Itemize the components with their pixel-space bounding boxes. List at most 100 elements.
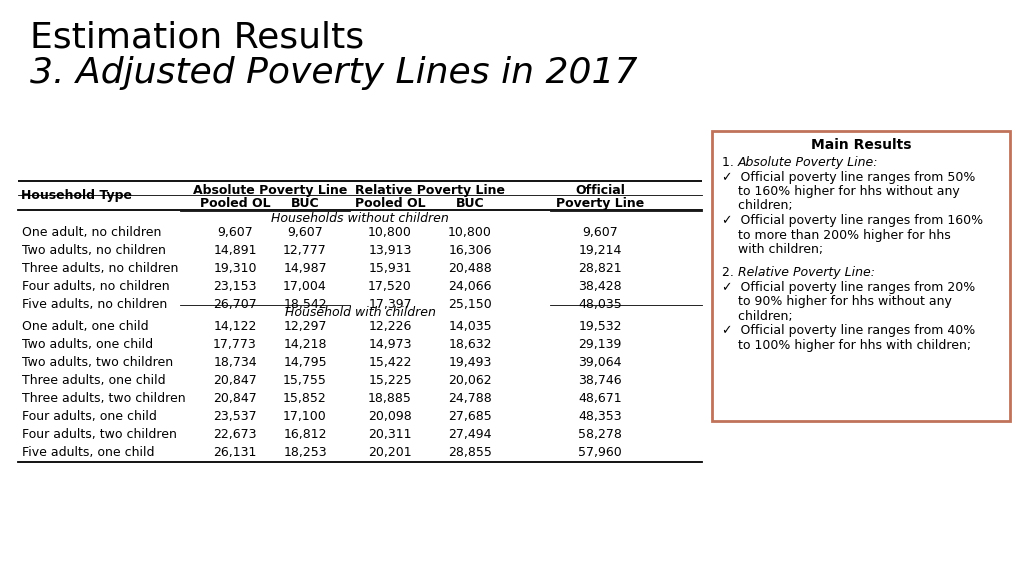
Text: 13,913: 13,913 [369, 244, 412, 257]
Text: Absolute Poverty Line: Absolute Poverty Line [193, 184, 347, 197]
Text: to 100% higher for hhs with children;: to 100% higher for hhs with children; [722, 339, 971, 352]
Text: 19,532: 19,532 [579, 320, 622, 333]
Text: One adult, no children: One adult, no children [22, 226, 162, 239]
Text: BUC: BUC [456, 197, 484, 210]
Text: 19,214: 19,214 [579, 244, 622, 257]
Text: 19,310: 19,310 [213, 262, 257, 275]
Text: 20,062: 20,062 [449, 374, 492, 387]
Text: 23,153: 23,153 [213, 280, 257, 293]
Text: with children;: with children; [722, 243, 823, 256]
Text: 9,607: 9,607 [582, 226, 617, 239]
Text: Main Results: Main Results [811, 138, 911, 152]
Text: Two adults, two children: Two adults, two children [22, 356, 173, 369]
Text: children;: children; [722, 310, 793, 323]
Text: 39,064: 39,064 [579, 356, 622, 369]
Text: 19,493: 19,493 [449, 356, 492, 369]
Text: 15,755: 15,755 [283, 374, 327, 387]
Text: 57,960: 57,960 [579, 446, 622, 459]
Text: Relative Poverty Line:: Relative Poverty Line: [737, 266, 874, 279]
Text: Four adults, two children: Four adults, two children [22, 428, 177, 441]
Text: 18,885: 18,885 [368, 392, 412, 405]
Text: 17,397: 17,397 [369, 298, 412, 311]
Text: to more than 200% higher for hhs: to more than 200% higher for hhs [722, 229, 950, 241]
Text: Households without children: Households without children [271, 212, 449, 225]
Text: ✓  Official poverty line ranges from 20%: ✓ Official poverty line ranges from 20% [722, 281, 975, 294]
Text: 26,707: 26,707 [213, 298, 257, 311]
Text: 48,671: 48,671 [579, 392, 622, 405]
Text: Three adults, two children: Three adults, two children [22, 392, 185, 405]
Text: 15,225: 15,225 [369, 374, 412, 387]
Text: 12,226: 12,226 [369, 320, 412, 333]
Text: Three adults, no children: Three adults, no children [22, 262, 178, 275]
Text: 15,422: 15,422 [369, 356, 412, 369]
Text: 27,494: 27,494 [449, 428, 492, 441]
Text: 20,847: 20,847 [213, 374, 257, 387]
Text: 28,855: 28,855 [449, 446, 492, 459]
Text: Four adults, no children: Four adults, no children [22, 280, 170, 293]
Text: 24,788: 24,788 [449, 392, 492, 405]
Text: Official: Official [575, 184, 625, 197]
FancyBboxPatch shape [712, 131, 1010, 421]
Text: 14,218: 14,218 [284, 338, 327, 351]
Text: ✓  Official poverty line ranges from 40%: ✓ Official poverty line ranges from 40% [722, 324, 975, 337]
Text: 18,542: 18,542 [284, 298, 327, 311]
Text: 38,428: 38,428 [579, 280, 622, 293]
Text: 12,777: 12,777 [283, 244, 327, 257]
Text: 27,685: 27,685 [449, 410, 492, 423]
Text: 9,607: 9,607 [287, 226, 323, 239]
Text: 18,632: 18,632 [449, 338, 492, 351]
Text: 14,795: 14,795 [284, 356, 327, 369]
Text: 16,812: 16,812 [284, 428, 327, 441]
Text: 20,311: 20,311 [369, 428, 412, 441]
Text: Pooled OL: Pooled OL [354, 197, 425, 210]
Text: Two adults, no children: Two adults, no children [22, 244, 166, 257]
Text: 23,537: 23,537 [213, 410, 257, 423]
Text: 25,150: 25,150 [449, 298, 492, 311]
Text: 29,139: 29,139 [579, 338, 622, 351]
Text: Poverty Line: Poverty Line [556, 197, 644, 210]
Text: 17,100: 17,100 [283, 410, 327, 423]
Text: 26,131: 26,131 [213, 446, 257, 459]
Text: 9,607: 9,607 [217, 226, 253, 239]
Text: 58,278: 58,278 [579, 428, 622, 441]
Text: 20,201: 20,201 [369, 446, 412, 459]
Text: 38,746: 38,746 [579, 374, 622, 387]
Text: 20,488: 20,488 [449, 262, 492, 275]
Text: BUC: BUC [291, 197, 319, 210]
Text: 14,973: 14,973 [369, 338, 412, 351]
Text: 18,253: 18,253 [284, 446, 327, 459]
Text: 10,800: 10,800 [449, 226, 492, 239]
Text: Three adults, one child: Three adults, one child [22, 374, 166, 387]
Text: 17,520: 17,520 [368, 280, 412, 293]
Text: Five adults, one child: Five adults, one child [22, 446, 155, 459]
Text: One adult, one child: One adult, one child [22, 320, 148, 333]
Text: Two adults, one child: Two adults, one child [22, 338, 154, 351]
Text: 20,847: 20,847 [213, 392, 257, 405]
Text: 10,800: 10,800 [368, 226, 412, 239]
Text: Relative Poverty Line: Relative Poverty Line [355, 184, 505, 197]
Text: Pooled OL: Pooled OL [200, 197, 270, 210]
Text: Estimation Results: Estimation Results [30, 21, 365, 55]
Text: 22,673: 22,673 [213, 428, 257, 441]
Text: 48,353: 48,353 [579, 410, 622, 423]
Text: 17,004: 17,004 [283, 280, 327, 293]
Text: 17,773: 17,773 [213, 338, 257, 351]
Text: Household with children: Household with children [285, 306, 435, 319]
Text: Household Type: Household Type [22, 189, 132, 202]
Text: 1.: 1. [722, 156, 738, 169]
Text: 14,122: 14,122 [213, 320, 257, 333]
Text: Absolute Poverty Line:: Absolute Poverty Line: [737, 156, 879, 169]
Text: 20,098: 20,098 [368, 410, 412, 423]
Text: 15,852: 15,852 [283, 392, 327, 405]
Text: 24,066: 24,066 [449, 280, 492, 293]
Text: to 90% higher for hhs without any: to 90% higher for hhs without any [722, 295, 952, 308]
Text: ✓  Official poverty line ranges from 160%: ✓ Official poverty line ranges from 160% [722, 214, 983, 227]
Text: 48,035: 48,035 [579, 298, 622, 311]
Text: ✓  Official poverty line ranges from 50%: ✓ Official poverty line ranges from 50% [722, 170, 976, 184]
Text: children;: children; [722, 199, 793, 213]
Text: 28,821: 28,821 [579, 262, 622, 275]
Text: 12,297: 12,297 [284, 320, 327, 333]
Text: 15,931: 15,931 [369, 262, 412, 275]
Text: to 160% higher for hhs without any: to 160% higher for hhs without any [722, 185, 959, 198]
Text: 14,987: 14,987 [284, 262, 327, 275]
